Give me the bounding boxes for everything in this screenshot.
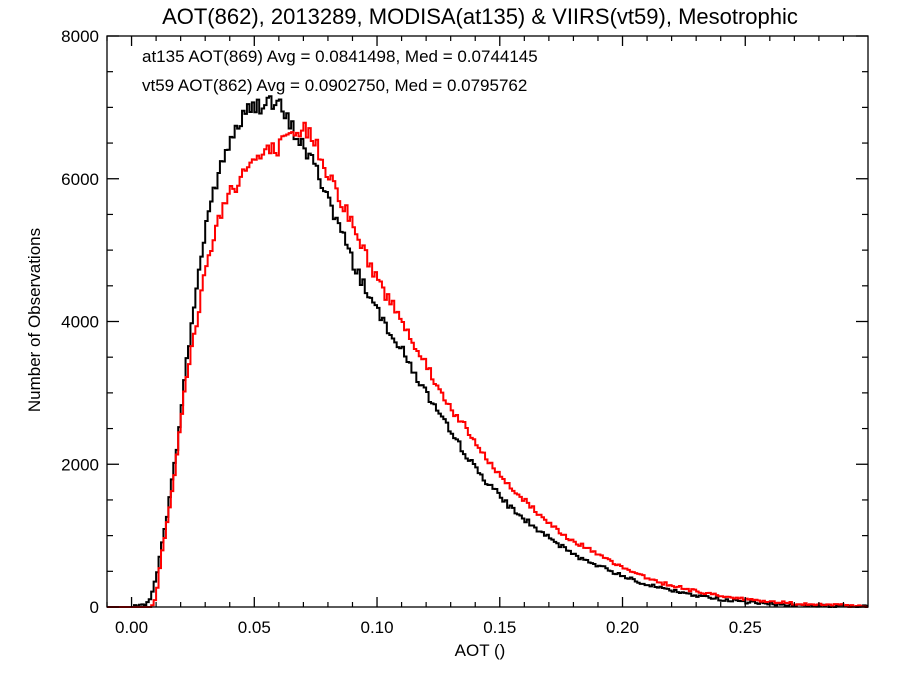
ticks-layer: 0.00 0.05 0.10 0.15 0.20 0.25 0 2000 4000 6000 800…	[61, 27, 868, 637]
x-tick-label: 0.10	[360, 618, 393, 637]
chart-title: AOT(862), 2013289, MODISA(at135) & VIIRS…	[162, 4, 798, 29]
x-tick-label: 0.25	[729, 618, 762, 637]
y-tick-label: 0	[90, 598, 99, 617]
y-tick-label: 4000	[61, 313, 99, 332]
legend-annotation-vt59: vt59 AOT(862) Avg = 0.0902750, Med = 0.0…	[142, 76, 527, 95]
x-tick-label: 0.15	[483, 618, 516, 637]
x-tick-label: 0.05	[238, 618, 271, 637]
y-tick-label: 6000	[61, 170, 99, 189]
y-tick-label: 2000	[61, 455, 99, 474]
series-line-0	[107, 95, 868, 608]
legend-annotation-at135: at135 AOT(869) Avg = 0.0841498, Med = 0.…	[142, 47, 538, 66]
x-axis-label: AOT ()	[455, 641, 506, 660]
y-axis-label: Number of Observations	[25, 228, 44, 412]
y-tick-label: 8000	[61, 27, 99, 46]
x-tick-label: 0.20	[606, 618, 639, 637]
x-tick-label: 0.00	[115, 618, 148, 637]
series-layer	[107, 95, 868, 608]
series-line-1	[107, 121, 868, 608]
